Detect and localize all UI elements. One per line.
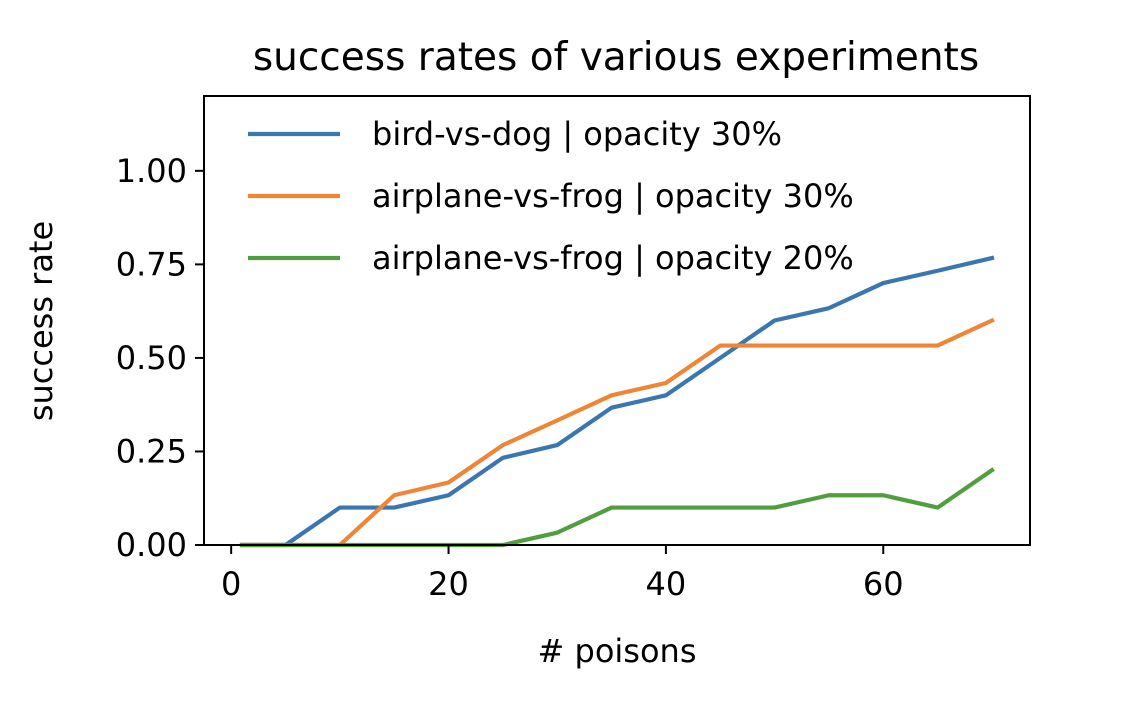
series-layer xyxy=(239,255,995,548)
legend: bird-vs-dog | opacity 30% airplane-vs-fro… xyxy=(248,115,854,277)
x-tick-label: 60 xyxy=(863,565,904,603)
legend-label-2: airplane-vs-frog | opacity 30% xyxy=(372,177,854,215)
series-line-2 xyxy=(239,317,995,548)
x-axis-ticks: 0 20 40 60 xyxy=(221,545,904,603)
y-tick-label: 0.75 xyxy=(116,245,187,283)
x-tick-label: 20 xyxy=(428,565,469,603)
y-tick-label: 0.50 xyxy=(116,339,187,377)
x-tick-label: 0 xyxy=(221,565,241,603)
y-axis-label: success rate xyxy=(22,221,60,421)
legend-label-3: airplane-vs-frog | opacity 20% xyxy=(372,239,854,277)
y-tick-label: 1.00 xyxy=(116,152,187,190)
plot-area-frame xyxy=(203,95,1031,546)
y-tick-label: 0.00 xyxy=(116,526,187,564)
x-tick-label: 40 xyxy=(646,565,687,603)
series-line-1 xyxy=(239,255,995,548)
x-axis-label: # poisons xyxy=(538,632,697,670)
y-tick-label: 0.25 xyxy=(116,432,187,470)
y-axis-ticks: 0.00 0.25 0.50 0.75 1.00 xyxy=(116,152,204,564)
legend-label-1: bird-vs-dog | opacity 30% xyxy=(372,115,782,153)
chart-title: success rates of various experiments xyxy=(253,35,979,80)
